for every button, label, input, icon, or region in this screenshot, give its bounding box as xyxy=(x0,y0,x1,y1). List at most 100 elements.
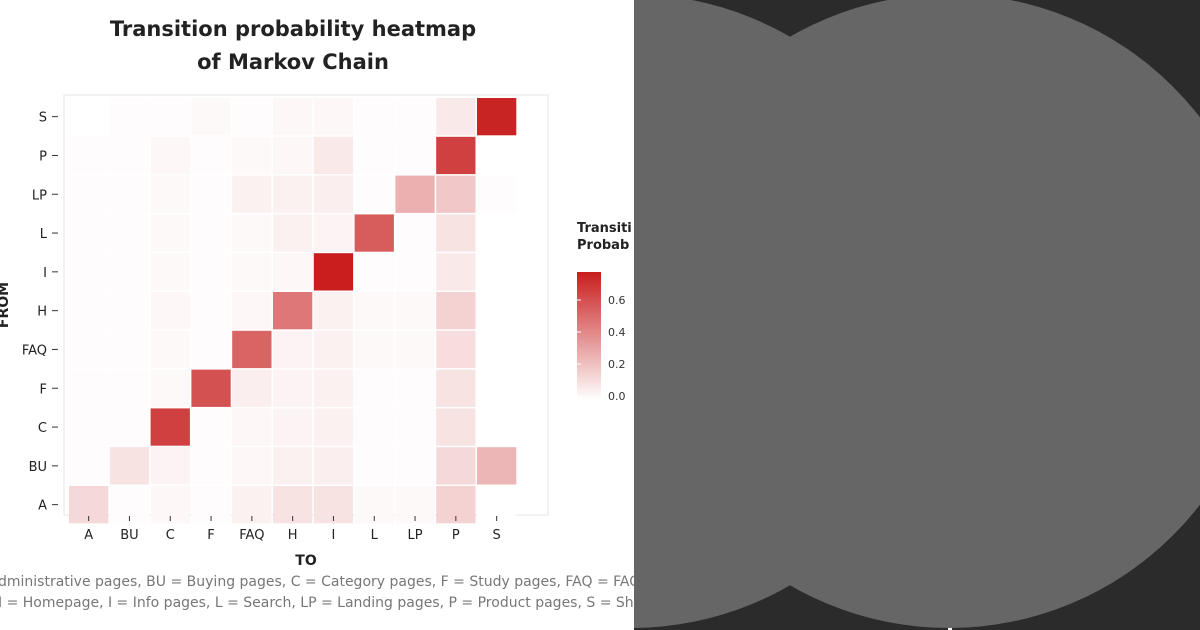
heatmap-cell-L-to-I xyxy=(313,214,354,252)
heatmap-cell-I-to-I xyxy=(313,253,354,291)
heatmap-cell-L-to-A xyxy=(69,214,109,252)
heatmap-cell-F-to-C xyxy=(150,369,190,407)
heatmap-cell-FAQ-to-L xyxy=(354,330,394,369)
heatmap-cell-I-to-FAQ xyxy=(232,253,272,291)
heatmap-cell-FAQ-to-S xyxy=(477,330,517,369)
x-tick-label-H: H xyxy=(288,528,298,543)
heatmap-cell-H-to-P xyxy=(436,292,476,330)
heatmap-cell-C-to-C xyxy=(150,408,190,446)
heatmap-cell-S-to-P xyxy=(436,98,476,136)
heatmap-cell-F-to-S xyxy=(477,369,517,407)
heatmap-cell-L-to-FAQ xyxy=(232,214,272,252)
heatmap-cell-F-to-LP xyxy=(395,369,435,407)
chart-panel: Transition probability heatmap of Markov… xyxy=(0,17,634,611)
heatmap-cell-L-to-S xyxy=(477,214,517,252)
y-tick-label-A: A xyxy=(38,499,47,514)
heatmap-cell-H-to-LP xyxy=(395,292,435,330)
heatmap-cell-I-to-L xyxy=(354,253,394,291)
heatmap-cell-P-to-BU xyxy=(109,136,150,175)
heatmap-cell-P-to-S xyxy=(477,136,517,175)
heatmap-cell-FAQ-to-C xyxy=(150,330,190,369)
heatmap-cell-BU-to-A xyxy=(69,447,109,485)
heatmap-cell-C-to-H xyxy=(273,408,313,446)
heatmap-cell-P-to-F xyxy=(191,136,231,175)
heatmap-cell-I-to-H xyxy=(273,253,313,291)
heatmap-cell-LP-to-S xyxy=(477,175,517,213)
y-tick-label-LP: LP xyxy=(32,188,47,203)
heatmap-cell-H-to-L xyxy=(354,292,394,330)
heatmap-cell-F-to-FAQ xyxy=(232,369,272,407)
heatmap-cell-L-to-H xyxy=(273,214,313,252)
legend-tick-label: 0.4 xyxy=(608,326,626,339)
heatmap-cell-LP-to-P xyxy=(436,175,476,213)
heatmap-cell-P-to-C xyxy=(150,136,190,175)
heatmap-cell-F-to-BU xyxy=(109,369,150,407)
heatmap-cell-I-to-BU xyxy=(109,253,150,291)
heatmap-cell-FAQ-to-A xyxy=(69,330,109,369)
heatmap-cell-FAQ-to-LP xyxy=(395,330,435,369)
heatmap-cell-LP-to-C xyxy=(150,175,190,213)
heatmap-cell-C-to-BU xyxy=(109,408,150,446)
heatmap-cell-BU-to-FAQ xyxy=(232,447,272,485)
legend-tick-label: 0.6 xyxy=(608,294,626,307)
chart-title-line-1: Transition probability heatmap xyxy=(110,17,476,41)
heatmap-cell-S-to-BU xyxy=(109,98,150,136)
x-tick-label-FAQ: FAQ xyxy=(239,528,264,543)
heatmap-cell-S-to-A xyxy=(69,98,109,136)
heatmap-cell-F-to-L xyxy=(354,369,394,407)
heatmap-cell-P-to-L xyxy=(354,136,394,175)
heatmap-cell-H-to-C xyxy=(150,292,190,330)
heatmap-cell-F-to-F xyxy=(191,369,231,407)
heatmap-cell-I-to-S xyxy=(477,253,517,291)
y-tick-label-L: L xyxy=(40,227,48,242)
x-tick-label-S: S xyxy=(493,528,501,543)
heatmap-cell-P-to-FAQ xyxy=(232,136,272,175)
heatmap-cell-H-to-BU xyxy=(109,292,150,330)
x-tick-label-A: A xyxy=(84,528,93,543)
y-tick-label-FAQ: FAQ xyxy=(22,343,47,358)
heatmap-cell-BU-to-LP xyxy=(395,447,435,485)
heatmap-cell-H-to-F xyxy=(191,292,231,330)
heatmap-cell-S-to-I xyxy=(313,98,354,136)
heatmap-cell-C-to-A xyxy=(69,408,109,446)
heatmap-cell-FAQ-to-H xyxy=(273,330,313,369)
legend-title-line-2: Probab xyxy=(577,238,629,253)
x-tick-label-F: F xyxy=(207,528,214,543)
y-tick-label-P: P xyxy=(39,149,47,164)
heatmap-cell-BU-to-L xyxy=(354,447,394,485)
heatmap-cell-P-to-I xyxy=(313,136,354,175)
heatmap-cell-C-to-F xyxy=(191,408,231,446)
heatmap-cell-P-to-P xyxy=(436,136,476,175)
heatmap-chart: Transition probability heatmap of Markov… xyxy=(0,17,634,611)
heatmap-cell-H-to-S xyxy=(477,292,517,330)
heatmap-cell-S-to-L xyxy=(354,98,394,136)
y-tick-label-S: S xyxy=(39,111,47,126)
x-tick-label-P: P xyxy=(452,528,460,543)
x-tick-label-I: I xyxy=(332,528,336,543)
heatmap-cell-C-to-FAQ xyxy=(232,408,272,446)
y-tick-label-BU: BU xyxy=(29,460,47,475)
heatmap-cell-H-to-FAQ xyxy=(232,292,272,330)
heatmap-cell-F-to-I xyxy=(313,369,354,407)
heatmap-cell-BU-to-F xyxy=(191,447,231,485)
heatmap-cell-P-to-A xyxy=(69,136,109,175)
x-axis-ticks: A BU C F FAQ H I L LP P S xyxy=(84,516,501,543)
x-tick-label-C: C xyxy=(166,528,175,543)
legend-title-line-1: Transiti xyxy=(577,221,632,236)
chart-title-line-2: of Markov Chain xyxy=(197,50,389,74)
heatmap-cell-F-to-P xyxy=(436,369,476,407)
x-axis-title: TO xyxy=(295,553,317,569)
heatmap-cell-S-to-F xyxy=(191,98,231,136)
heatmap-cell-P-to-H xyxy=(273,136,313,175)
heatmap-cell-BU-to-H xyxy=(273,447,313,485)
y-tick-label-F: F xyxy=(40,382,47,397)
heatmap-cell-BU-to-BU xyxy=(109,447,150,485)
heatmap-cell-BU-to-P xyxy=(436,447,476,485)
heatmap-cell-C-to-I xyxy=(313,408,354,446)
heatmap-cell-F-to-A xyxy=(69,369,109,407)
heatmap-cell-I-to-LP xyxy=(395,253,435,291)
heatmap-cell-C-to-P xyxy=(436,408,476,446)
heatmap-cell-LP-to-BU xyxy=(109,175,150,213)
heatmap-cell-S-to-LP xyxy=(395,98,435,136)
caption-line-1: dministrative pages, BU = Buying pages, … xyxy=(0,574,634,590)
